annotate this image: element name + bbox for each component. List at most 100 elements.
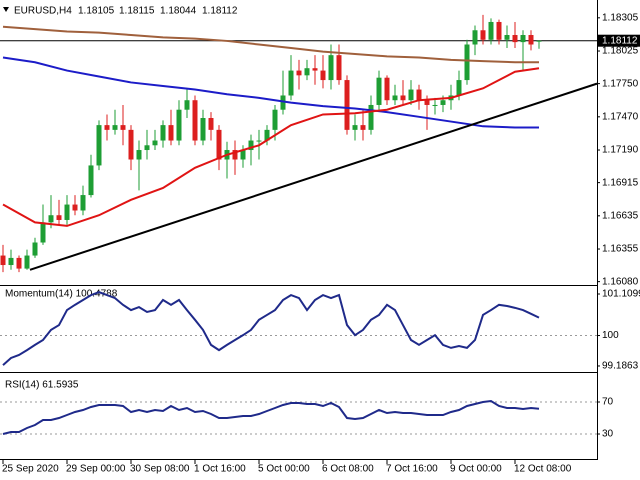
pane-title: RSI(14) 61.5935: [5, 380, 79, 391]
current-price-label: 1.18112: [602, 35, 638, 46]
candle-body: [128, 129, 134, 160]
candle-body: [184, 100, 190, 110]
candle-body: [120, 125, 126, 130]
candle-body: [416, 89, 422, 101]
x-tick-label: 1 Oct 16:00: [194, 464, 246, 475]
indicator-line: [2, 291, 540, 366]
candle-body: [152, 140, 158, 146]
x-tick-label: 12 Oct 08:00: [514, 464, 572, 475]
y-tick-label: 1.16355: [602, 244, 639, 255]
x-tick-label: 30 Sep 08:00: [130, 464, 190, 475]
candle-body: [480, 30, 486, 40]
candle-body: [440, 100, 446, 105]
moving-average: [2, 25, 539, 64]
pane-title: Momentum(14) 100.4788: [5, 289, 118, 300]
candle-body: [536, 40, 542, 42]
x-tick-label: 5 Oct 00:00: [258, 464, 310, 475]
candle-body: [488, 21, 494, 40]
candle-body: [24, 255, 30, 269]
candle-body: [504, 35, 510, 40]
current-price-box: [598, 34, 640, 47]
candle-body: [192, 100, 198, 141]
candle-body: [88, 165, 94, 196]
candle-body: [56, 215, 62, 220]
candle-body: [168, 125, 174, 141]
candle-body: [64, 204, 70, 220]
y-tick-label: 99.1863: [602, 361, 639, 372]
candle-body: [296, 70, 302, 76]
candle-body: [264, 129, 270, 141]
x-tick-label: 7 Oct 16:00: [386, 464, 438, 475]
candle-body: [112, 125, 118, 130]
candle-body: [312, 68, 318, 71]
candle-body: [96, 125, 102, 166]
candle-body: [232, 150, 238, 160]
x-tick-label: 6 Oct 08:00: [322, 464, 374, 475]
candle-body: [216, 129, 222, 160]
candle-body: [360, 125, 366, 130]
y-tick-label: 1.17190: [602, 145, 639, 156]
candle-body: [0, 255, 6, 266]
candle-body: [8, 257, 14, 266]
x-tick-label: 9 Oct 00:00: [450, 464, 502, 475]
candle-body: [528, 35, 534, 45]
candle-body: [160, 125, 166, 141]
candle-body: [80, 195, 86, 211]
candle-body: [72, 204, 78, 211]
candle-body: [376, 77, 382, 105]
candle-body: [144, 145, 150, 151]
candle-body: [472, 30, 478, 45]
candle-body: [392, 95, 398, 101]
candle-body: [208, 118, 214, 130]
candle-body: [352, 125, 358, 130]
candle-body: [280, 95, 286, 110]
candle-body: [456, 80, 462, 96]
candle-body: [400, 95, 406, 101]
candle-body: [344, 80, 350, 130]
y-tick-label: 100: [602, 330, 619, 341]
y-tick-label: 1.18305: [602, 12, 639, 23]
y-tick-label: 1.17470: [602, 111, 639, 122]
candle-body: [512, 35, 518, 43]
y-tick-label: 101.1099: [602, 289, 640, 300]
candle-body: [368, 104, 374, 130]
candle-body: [248, 140, 254, 151]
candle-body: [520, 35, 526, 43]
ohlc-high: 1.18115: [119, 6, 155, 17]
x-tick-label: 29 Sep 00:00: [66, 464, 126, 475]
moving-average: [2, 67, 540, 227]
ohlc-open: 1.18105: [78, 6, 115, 17]
y-tick-label: 1.17750: [602, 78, 639, 89]
candle-body: [304, 68, 310, 76]
candle-body: [48, 215, 54, 223]
ohlc-close: 1.18112: [202, 6, 238, 17]
y-tick-label: 1.16080: [602, 276, 639, 287]
candle-body: [32, 242, 38, 256]
ohlc-low: 1.18044: [160, 6, 197, 17]
candle-body: [176, 109, 182, 141]
candle-body: [16, 257, 22, 269]
y-tick-label: 1.16635: [602, 210, 639, 221]
y-tick-label: 30: [602, 429, 614, 440]
candle-body: [240, 150, 246, 160]
candle-body: [256, 140, 262, 142]
moving-average: [2, 56, 539, 129]
candle-body: [336, 55, 342, 81]
indicator-line: [2, 399, 540, 435]
candle-body: [408, 89, 414, 101]
candle-body: [464, 44, 470, 81]
trend-line: [29, 82, 598, 271]
chart-title: EURUSD,H4: [14, 6, 72, 17]
candle-body: [136, 150, 142, 160]
y-tick-label: 1.16915: [602, 177, 639, 188]
candle-body: [432, 104, 438, 106]
candle-body: [384, 77, 390, 101]
candle-body: [272, 109, 278, 130]
candle-body: [288, 70, 294, 96]
candle-body: [328, 55, 334, 81]
candle-body: [424, 100, 430, 105]
y-tick-label: 1.18025: [602, 46, 639, 57]
